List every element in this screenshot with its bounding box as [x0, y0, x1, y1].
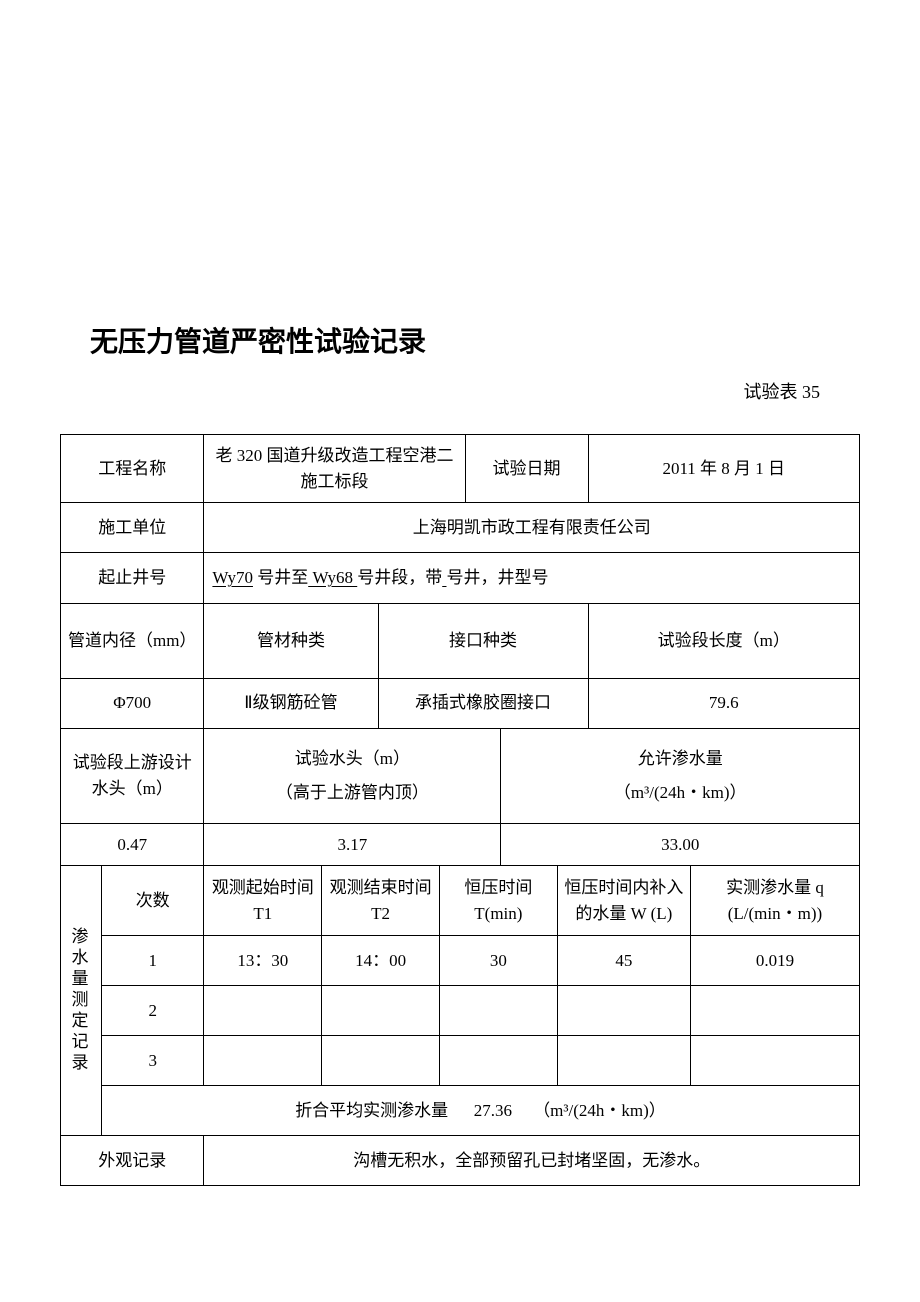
project-name-value: 老 320 国道升级改造工程空港二施工标段: [204, 435, 465, 503]
measure-section-text: 渗水量测定记录: [65, 927, 91, 1074]
test-head-label-line1: 试验水头（m）: [208, 746, 496, 772]
average-row: 折合平均实测渗水量 27.36 （m³/(24h・km)）: [101, 1086, 859, 1136]
well-range-label: 起止井号: [61, 553, 204, 604]
appearance-value: 沟槽无积水，全部预留孔已封堵坚固，无渗水。: [204, 1136, 860, 1186]
avg-value: 27.36: [474, 1101, 512, 1120]
well-range-value: Wy70 号井至 Wy68 号井段，带 号井，井型号: [204, 553, 860, 604]
table-cell: [322, 986, 440, 1036]
table-cell: 30: [439, 936, 557, 986]
well-text-3: 号井，井型号: [446, 568, 548, 587]
upstream-head-label: 试验段上游设计水头（m）: [61, 728, 204, 823]
appearance-label: 外观记录: [61, 1136, 204, 1186]
water-added-header: 恒压时间内补入的水量 W (L): [557, 866, 690, 936]
construction-unit-value: 上海明凯市政工程有限责任公司: [204, 503, 860, 553]
measured-seepage-header: 实测渗水量 q (L/(min・m)): [690, 866, 859, 936]
allow-seepage-value: 33.00: [501, 823, 860, 866]
test-record-table: 工程名称 老 320 国道升级改造工程空港二施工标段 试验日期 2011 年 8…: [60, 434, 860, 1186]
test-length-value: 79.6: [588, 678, 860, 728]
end-time-header: 观测结束时间 T2: [322, 866, 440, 936]
project-name-label: 工程名称: [61, 435, 204, 503]
pipe-diameter-value: Φ700: [61, 678, 204, 728]
table-row: 2: [101, 986, 203, 1036]
allow-seepage-label-line1: 允许渗水量: [505, 746, 855, 772]
joint-type-label: 接口种类: [378, 603, 588, 678]
test-head-value: 3.17: [204, 823, 501, 866]
count-header: 次数: [101, 866, 203, 936]
table-cell: [557, 1036, 690, 1086]
pipe-material-value: Ⅱ级钢筋砼管: [204, 678, 378, 728]
test-length-label: 试验段长度（m）: [588, 603, 860, 678]
table-row: 3: [101, 1036, 203, 1086]
table-number: 试验表 35: [60, 378, 860, 404]
well-to: Wy68: [308, 568, 357, 587]
construction-unit-label: 施工单位: [61, 503, 204, 553]
table-cell: 0.019: [690, 936, 859, 986]
well-text-2: 号井段，带: [357, 568, 442, 587]
allow-seepage-label: 允许渗水量 （m³/(24h・km)）: [501, 728, 860, 823]
table-cell: [557, 986, 690, 1036]
well-text-1: 号井至: [253, 568, 308, 587]
pipe-material-label: 管材种类: [204, 603, 378, 678]
table-cell: 14：00: [322, 936, 440, 986]
duration-header: 恒压时间T(min): [439, 866, 557, 936]
test-date-value: 2011 年 8 月 1 日: [588, 435, 860, 503]
avg-label: 折合平均实测渗水量: [295, 1101, 448, 1120]
table-cell: 13：30: [204, 936, 322, 986]
test-head-label: 试验水头（m） （高于上游管内顶）: [204, 728, 501, 823]
table-cell: [322, 1036, 440, 1086]
table-cell: [204, 986, 322, 1036]
well-from: Wy70: [212, 568, 253, 587]
table-row: 1: [101, 936, 203, 986]
table-cell: [690, 1036, 859, 1086]
table-cell: [690, 986, 859, 1036]
pipe-diameter-label: 管道内径（mm）: [61, 603, 204, 678]
allow-seepage-label-line2: （m³/(24h・km)）: [505, 780, 855, 806]
upstream-head-value: 0.47: [61, 823, 204, 866]
table-cell: 45: [557, 936, 690, 986]
measure-section-label: 渗水量测定记录: [61, 866, 102, 1136]
start-time-header: 观测起始时间 T1: [204, 866, 322, 936]
avg-unit: （m³/(24h・km)）: [533, 1101, 666, 1120]
test-date-label: 试验日期: [465, 435, 588, 503]
table-cell: [439, 986, 557, 1036]
test-head-label-line2: （高于上游管内顶）: [208, 780, 496, 806]
joint-type-value: 承插式橡胶圈接口: [378, 678, 588, 728]
table-cell: [439, 1036, 557, 1086]
page-title: 无压力管道严密性试验记录: [60, 320, 860, 360]
table-cell: [204, 1036, 322, 1086]
